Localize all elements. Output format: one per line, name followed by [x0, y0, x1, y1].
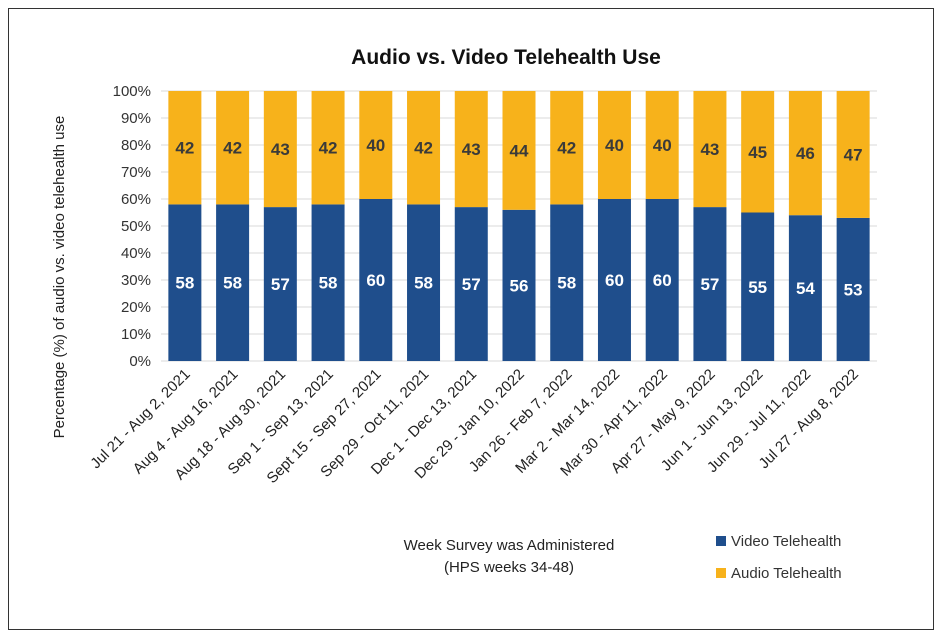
data-label-video: 56 [510, 276, 529, 295]
data-label-video: 58 [557, 274, 576, 293]
y-tick-label: 30% [121, 272, 151, 289]
chart-frame: Audio vs. Video Telehealth Use 0% 10% 20% 3… [8, 8, 934, 630]
bar-video [788, 215, 822, 361]
legend-label-video: Video Telehealth [731, 533, 841, 550]
data-label-audio: 42 [175, 139, 194, 158]
bar-audio [311, 91, 345, 205]
bar-video [836, 217, 870, 361]
data-label-video: 54 [796, 279, 815, 298]
bars: 58 42 58 42 57 43 58 42 60 40 58 42 57 43 56 44 58 42 60 40… [168, 91, 870, 361]
bar-audio [693, 91, 727, 208]
data-label-video: 57 [271, 275, 290, 294]
data-label-video: 60 [366, 271, 385, 290]
y-tick-label: 70% [121, 164, 151, 181]
bar-video [216, 204, 250, 361]
data-label-video: 60 [653, 271, 672, 290]
bar-audio [359, 91, 393, 199]
data-label-audio: 42 [414, 139, 433, 158]
bar-audio [836, 91, 870, 218]
data-label-video: 57 [700, 275, 719, 294]
y-tick-label: 0% [129, 353, 151, 370]
bar-video [741, 212, 775, 361]
stacked-bar-chart: Audio vs. Video Telehealth Use 0% 10% 20% 3… [51, 46, 877, 582]
bar-audio [168, 91, 202, 205]
y-tick-label: 80% [121, 137, 151, 154]
data-label-video: 60 [605, 271, 624, 290]
bar-video [263, 207, 297, 361]
data-label-video: 58 [414, 274, 433, 293]
y-tick-label: 60% [121, 191, 151, 208]
bar-audio [502, 91, 536, 210]
bar-audio [216, 91, 250, 205]
y-tick-label: 100% [113, 83, 151, 100]
bar-audio [263, 91, 297, 208]
x-axis-label-line2: (HPS weeks 34-48) [444, 559, 574, 576]
bar-video [693, 207, 727, 361]
data-label-audio: 44 [510, 141, 529, 160]
data-label-audio: 42 [557, 139, 576, 158]
data-label-audio: 46 [796, 144, 815, 163]
data-label-video: 55 [748, 278, 767, 297]
y-tick-label: 40% [121, 245, 151, 262]
data-label-video: 53 [844, 280, 863, 299]
bar-audio [407, 91, 441, 205]
data-label-audio: 43 [462, 140, 481, 159]
bar-video [359, 199, 393, 361]
x-axis-label-line1: Week Survey was Administered [404, 537, 615, 554]
data-label-video: 58 [175, 274, 194, 293]
data-label-audio: 42 [223, 139, 242, 158]
legend: Video Telehealth Audio Telehealth [716, 533, 842, 582]
data-label-audio: 47 [844, 145, 863, 164]
data-label-audio: 40 [366, 136, 385, 155]
bar-audio [597, 91, 631, 199]
data-label-video: 58 [223, 274, 242, 293]
data-label-audio: 45 [748, 143, 767, 162]
legend-swatch-audio [716, 568, 726, 578]
data-label-audio: 40 [605, 136, 624, 155]
bar-video [311, 204, 345, 361]
legend-label-audio: Audio Telehealth [731, 565, 842, 582]
legend-swatch-video [716, 536, 726, 546]
data-label-audio: 43 [271, 140, 290, 159]
y-axis-label: Percentage (%) of audio vs. video telehe… [51, 116, 68, 439]
bar-audio [788, 91, 822, 216]
data-label-video: 57 [462, 275, 481, 294]
bar-audio [550, 91, 584, 205]
data-label-audio: 40 [653, 136, 672, 155]
y-tick-label: 90% [121, 110, 151, 127]
y-axis-ticks: 0% 10% 20% 30% 40% 50% 60% 70% 80% 90% 100% [113, 83, 151, 370]
data-label-video: 58 [319, 274, 338, 293]
y-tick-label: 20% [121, 299, 151, 316]
chart-title: Audio vs. Video Telehealth Use [351, 46, 661, 69]
y-tick-label: 50% [121, 218, 151, 235]
bar-video [168, 204, 202, 361]
y-tick-label: 10% [121, 326, 151, 343]
bar-video [454, 207, 488, 361]
bar-video [550, 204, 584, 361]
data-label-audio: 43 [700, 140, 719, 159]
bar-audio [645, 91, 679, 199]
bar-audio [454, 91, 488, 208]
bar-video [645, 199, 679, 361]
bar-audio [741, 91, 775, 213]
bar-video [597, 199, 631, 361]
data-label-audio: 42 [319, 139, 338, 158]
bar-video [407, 204, 441, 361]
bar-video [502, 209, 536, 361]
